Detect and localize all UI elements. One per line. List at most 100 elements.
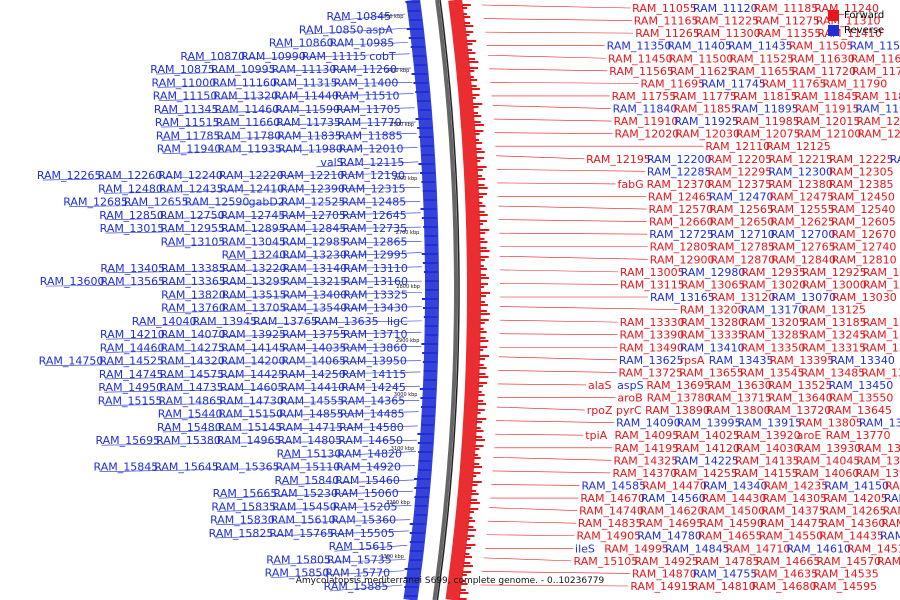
reverse-gene-label: RAM_11835 (277, 129, 342, 142)
forward-gene-label: RAM_13410 (680, 341, 745, 354)
forward-gene-label: RAM_13625 (619, 354, 684, 367)
reverse-gene-label: RAM_10875 (150, 63, 215, 76)
reverse-gene-label: RAM_11780 (217, 129, 282, 142)
forward-gene-label: RAM_12625 (770, 216, 835, 229)
reverse-gene-label: RAM_14555 (280, 394, 345, 407)
reverse-gene-label: RAM_15380 (156, 434, 221, 447)
forward-gene-label: RAM_12300 (768, 165, 833, 178)
reverse-gene-label: RAM_13230 (282, 249, 347, 262)
forward-gene-label: aspS (617, 379, 643, 392)
forward-feature-band (445, 0, 481, 600)
reverse-leader (274, 42, 409, 48)
forward-gene-label: RAM_11790 (823, 77, 888, 90)
forward-gene-label: RAM_13285 (741, 329, 806, 342)
reverse-gene-label: RAM_12315 (341, 182, 406, 195)
reverse-gene-label: RAM_12955 (160, 222, 225, 235)
forward-gene-label: RAM_13800 (706, 404, 771, 417)
forward-gene-label: RAM_13930 (797, 442, 862, 455)
forward-gene-label: RAM_14620 (640, 505, 705, 518)
reverse-gene-label: RAM_13820 (161, 288, 226, 301)
forward-gene-label: rpoZ (587, 404, 613, 417)
forward-gene-label: RAM_12295 (708, 165, 773, 178)
forward-gene-label: RAM_12020 (615, 128, 680, 141)
reverse-gene-label: RAM_12220 (219, 169, 284, 182)
forward-gene-label: RAM_14205 (823, 492, 888, 505)
reverse-leader (167, 292, 423, 300)
forward-gene-label: RAM_14195 (614, 442, 679, 455)
forward-gene-label: RAM_14665 (756, 555, 821, 568)
reverse-gene-label: RAM_12850 (99, 209, 164, 222)
forward-leader (496, 406, 585, 411)
reverse-gene-label: RAM_12895 (221, 222, 286, 235)
reverse-gene-label: RAM_15365 (215, 461, 280, 474)
reverse-gene-label: RAM_12750 (160, 209, 225, 222)
forward-gene-label: RAM_11740 (852, 65, 900, 78)
forward-gene-label: rpsA (680, 354, 705, 367)
forward-gene-label: RAM_12840 (771, 253, 836, 266)
reverse-gene-label: RAM_11770 (337, 116, 402, 129)
forward-gene-label: RAM_14780 (637, 530, 702, 543)
reverse-gene-label: RAM_14965 (217, 434, 282, 447)
forward-gene-label: RAM_11225 (694, 15, 759, 28)
forward-gene-label: RAM_13005 (620, 266, 685, 279)
reverse-leader (104, 385, 420, 393)
forward-gene-label: RAM_13485 (801, 366, 866, 379)
forward-gene-label: RAM_11910 (614, 115, 679, 128)
forward-gene-label: RAM_11565 (609, 65, 674, 78)
forward-gene-label: RAM_11435 (728, 40, 793, 53)
reverse-gene-label: RAM_15145 (218, 421, 283, 434)
reverse-leader (218, 490, 413, 499)
reverse-leader (329, 584, 403, 592)
reverse-gene-label: RAM_13220 (222, 262, 287, 275)
forward-gene-label: aroB (617, 392, 642, 405)
forward-gene-label: RAM_13270 (862, 341, 900, 354)
forward-gene-label: pyrC (616, 404, 642, 417)
reverse-gene-label: RAM_15205 (333, 500, 398, 513)
forward-leader (499, 269, 618, 273)
forward-gene-label: RAM_12980 (681, 266, 746, 279)
forward-leader (498, 356, 617, 361)
forward-gene-label: RAM_12100 (797, 128, 862, 141)
reverse-leader (45, 280, 422, 287)
forward-gene-label: RAM_14570 (816, 555, 881, 568)
reverse-leader (166, 241, 422, 247)
forward-leader (498, 205, 647, 210)
reverse-gene-label: RAM_14650 (338, 434, 403, 447)
reverse-gene-label: RAM_13540 (283, 302, 348, 315)
forward-gene-label: RAM_13435 (709, 354, 774, 367)
reverse-gene-label: RAM_12745 (221, 209, 286, 222)
forward-gene-label: RAM_11745 (701, 77, 766, 90)
forward-gene-label: RAM_13550 (829, 392, 894, 405)
reverse-gene-label: RAM_10990 (241, 50, 306, 63)
forward-gene-label: RAM_12075 (736, 128, 801, 141)
forward-gene-label: RAM_13115 (620, 278, 685, 291)
forward-leader (490, 82, 639, 84)
forward-gene-label: RAM_13390 (620, 329, 685, 342)
forward-gene-label: RAM_14845 (665, 542, 730, 555)
reverse-gene-label: RAM_15845 (94, 461, 159, 474)
reverse-gene-label: RAM_15480 (157, 421, 222, 434)
reverse-leader (186, 53, 410, 62)
reverse-gene-label: RAM_12705 (281, 209, 346, 222)
forward-gene-label: RAM_12105 (857, 128, 900, 141)
forward-gene-label: RAM_13645 (827, 404, 892, 417)
forward-gene-label: RAM_14470 (642, 479, 707, 492)
forward-leader (491, 484, 580, 486)
forward-gene-label: alaS (588, 379, 612, 392)
genome-backbone-arc[interactable] (403, 0, 481, 600)
forward-leader (499, 256, 648, 260)
forward-gene-label: RAM_11855 (673, 103, 738, 116)
forward-gene-label: RAM_12110 (705, 140, 770, 153)
reverse-leader (42, 172, 420, 181)
forward-gene-label: RAM_12785 (710, 241, 775, 254)
reverse-gene-label: RAM_10850 (299, 23, 364, 36)
reverse-feature-band (403, 0, 439, 600)
forward-leader (496, 155, 585, 160)
forward-gene-label: RAM_11915 (795, 103, 860, 116)
forward-gene-label: RAM_12125 (766, 140, 831, 153)
legend-reverse: Reverse (828, 23, 892, 38)
forward-gene-label: RAM_14695 (639, 517, 704, 530)
reverse-gene-label: RAM_13755 (282, 328, 347, 341)
reverse-gene-label: RAM_15825 (209, 527, 274, 540)
